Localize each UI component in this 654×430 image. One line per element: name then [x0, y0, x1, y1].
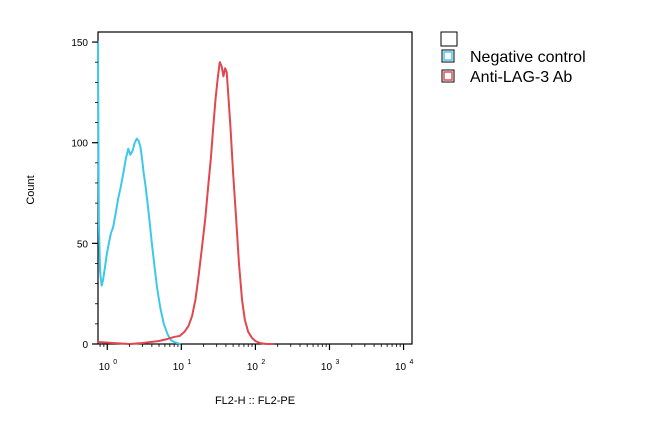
legend-swatch-frame-anti-lag3 — [441, 69, 455, 83]
x-tick-label: 10 — [395, 362, 407, 373]
series-layer — [97, 41, 274, 345]
x-tick-label: 10 — [99, 362, 111, 373]
legend: Negative control Anti-LAG-3 Ab — [440, 31, 586, 86]
legend-swatch-anti-lag3 — [443, 71, 453, 81]
series-line-negative-control — [97, 41, 181, 345]
series-line-anti-lag-3-ab — [97, 61, 274, 345]
y-tick-label: 50 — [77, 239, 89, 250]
x-tick-exponent: 1 — [187, 359, 191, 366]
y-axis-label: Count — [25, 175, 37, 204]
x-tick-label: 10 — [173, 362, 185, 373]
legend-header-box — [440, 31, 458, 47]
legend-swatch-negative-control — [443, 51, 453, 61]
x-tick-exponent: 4 — [410, 359, 414, 366]
x-axis-ticks: 10 0 10 1 10 2 10 3 10 4 — [99, 344, 414, 373]
legend-label-negative-control: Negative control — [470, 49, 586, 66]
y-tick-label: 100 — [71, 139, 88, 150]
legend-swatch-frame-negative-control — [441, 49, 455, 63]
x-axis-label: FL2-H :: FL2-PE — [215, 395, 295, 407]
x-tick-exponent: 2 — [261, 359, 265, 366]
x-tick-exponent: 3 — [335, 359, 339, 366]
x-tick-exponent: 0 — [113, 359, 117, 366]
y-tick-label: 0 — [82, 340, 88, 351]
x-tick-label: 10 — [247, 362, 259, 373]
y-tick-label: 150 — [71, 38, 88, 49]
y-axis-ticks: 0 50 100 150 — [71, 38, 98, 351]
legend-label-anti-lag3: Anti-LAG-3 Ab — [470, 69, 572, 86]
x-tick-label: 10 — [321, 362, 333, 373]
